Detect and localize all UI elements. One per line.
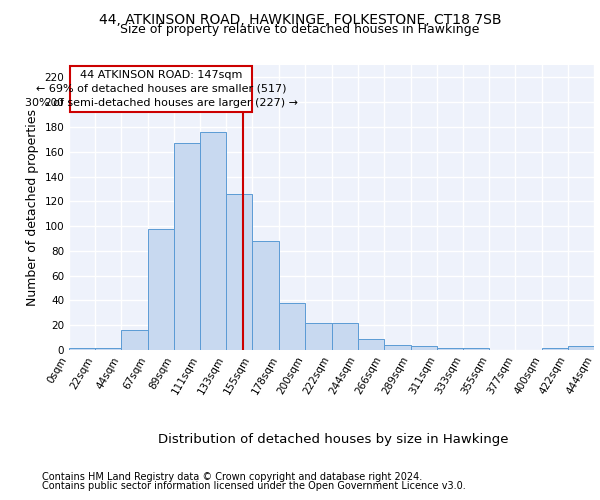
Text: 30% of semi-detached houses are larger (227) →: 30% of semi-detached houses are larger (… — [25, 98, 298, 108]
Bar — [200, 132, 226, 350]
Text: 44 ATKINSON ROAD: 147sqm: 44 ATKINSON ROAD: 147sqm — [80, 70, 242, 80]
Bar — [383, 345, 411, 350]
FancyBboxPatch shape — [70, 66, 252, 112]
Bar — [331, 322, 358, 350]
Text: Contains HM Land Registry data © Crown copyright and database right 2024.: Contains HM Land Registry data © Crown c… — [42, 472, 422, 482]
Text: Contains public sector information licensed under the Open Government Licence v3: Contains public sector information licen… — [42, 481, 466, 491]
Bar — [463, 348, 489, 350]
Bar — [437, 348, 463, 350]
Bar — [252, 241, 280, 350]
Bar — [280, 303, 305, 350]
Bar — [174, 143, 200, 350]
Text: Distribution of detached houses by size in Hawkinge: Distribution of detached houses by size … — [158, 432, 508, 446]
Bar — [542, 348, 568, 350]
Text: Size of property relative to detached houses in Hawkinge: Size of property relative to detached ho… — [121, 22, 479, 36]
Bar — [305, 322, 331, 350]
Y-axis label: Number of detached properties: Number of detached properties — [26, 109, 39, 306]
Bar — [411, 346, 437, 350]
Bar — [226, 194, 252, 350]
Bar — [148, 228, 174, 350]
Bar — [358, 339, 383, 350]
Bar — [95, 348, 121, 350]
Bar — [568, 346, 594, 350]
Bar — [121, 330, 148, 350]
Text: 44, ATKINSON ROAD, HAWKINGE, FOLKESTONE, CT18 7SB: 44, ATKINSON ROAD, HAWKINGE, FOLKESTONE,… — [99, 12, 501, 26]
Bar — [69, 348, 95, 350]
Text: ← 69% of detached houses are smaller (517): ← 69% of detached houses are smaller (51… — [36, 84, 286, 94]
